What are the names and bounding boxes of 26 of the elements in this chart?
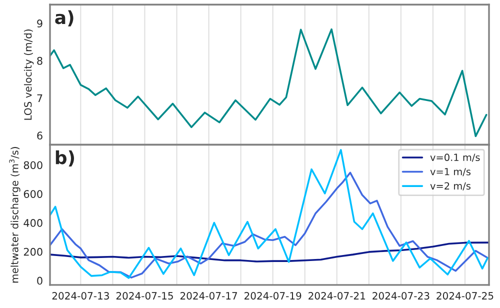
y-tick-label: 9: [37, 20, 42, 28]
legend-label: v=0.1 m/s: [430, 154, 480, 162]
line-series: [50, 149, 489, 279]
line-series: [50, 28, 488, 138]
x-tick-label: 2024-07-21: [308, 292, 366, 300]
y-tick-label: 6: [37, 132, 42, 140]
x-tick-label: 2024-07-17: [180, 292, 237, 300]
annotation: a): [55, 10, 74, 26]
y-tick-label: 8: [37, 56, 42, 65]
x-tick-label: 2024-07-25: [436, 292, 494, 300]
legend-label: v=2 m/s: [430, 182, 470, 190]
y-tick-label: 200: [24, 248, 42, 256]
x-tick-label: 2024-07-13: [52, 292, 109, 300]
y-tick-label: 800: [24, 161, 42, 170]
y-tick-label: 7: [37, 94, 42, 102]
x-tick-label: 2024-07-19: [244, 292, 302, 300]
y-axis-title: meltwater discharge (m$^{3}$/s): [9, 147, 20, 283]
y-axis-title: LOS velocity (m/d): [24, 29, 34, 120]
x-tick-label: 2024-07-23: [372, 292, 430, 300]
legend-label: v=1 m/s: [430, 168, 470, 176]
line-series: [50, 242, 489, 262]
x-tick-label: 2024-07-15: [116, 292, 173, 300]
y-tick-label: 400: [24, 219, 42, 227]
annotation: b): [56, 150, 74, 166]
y-tick-label: 600: [24, 190, 42, 198]
y-tick-label: 0: [37, 276, 42, 285]
